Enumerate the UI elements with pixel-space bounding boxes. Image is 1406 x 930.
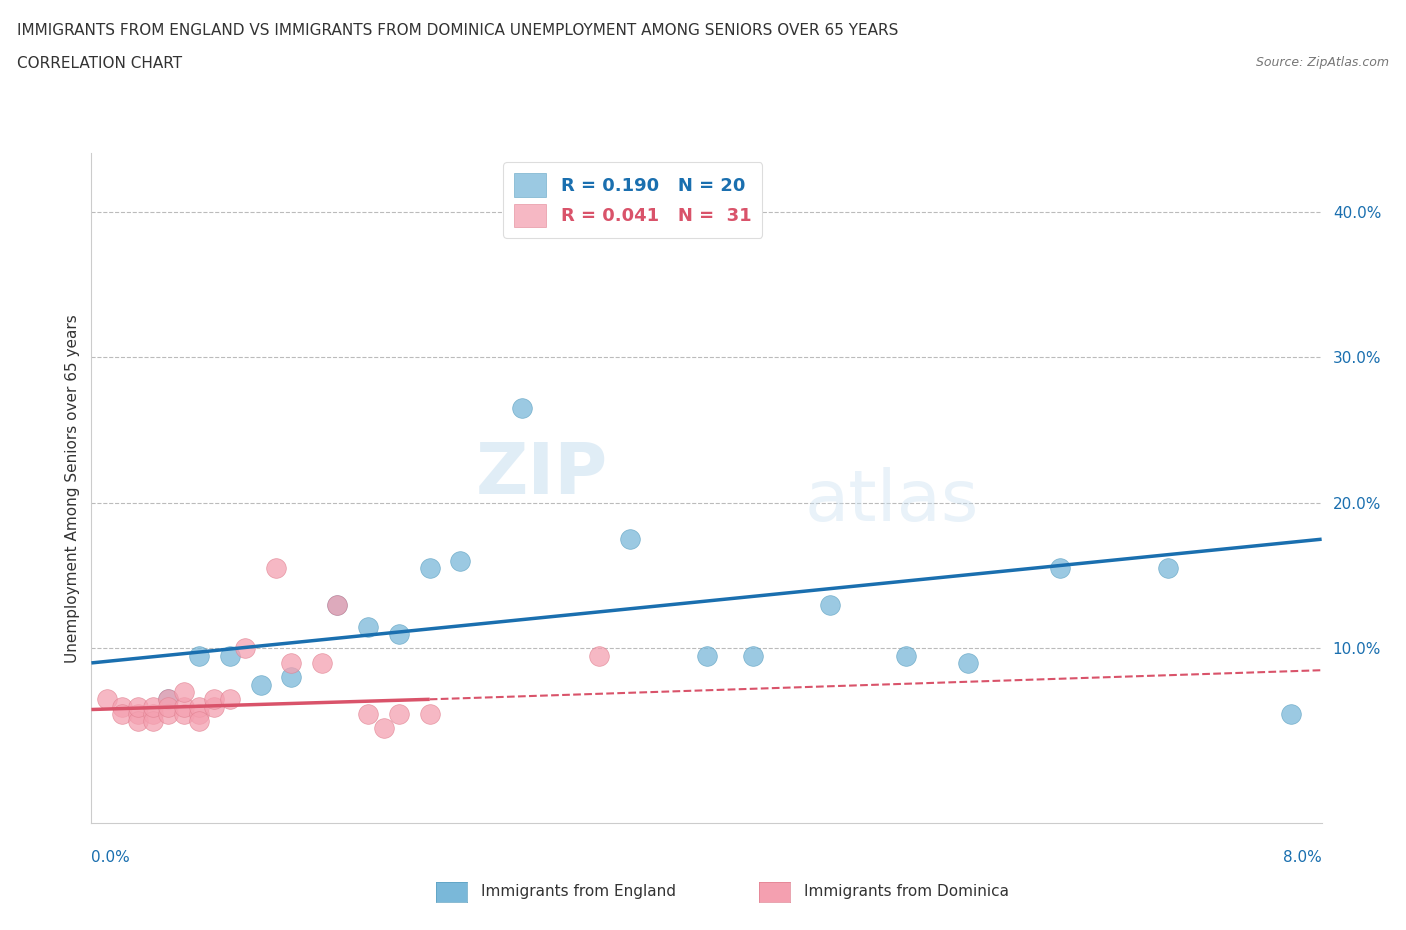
- Text: ZIP: ZIP: [475, 441, 607, 510]
- Point: [96, 692, 118, 707]
- Text: atlas: atlas: [804, 467, 980, 536]
- Text: 0.0%: 0.0%: [91, 850, 131, 865]
- Point: [188, 707, 211, 722]
- Point: [142, 707, 165, 722]
- Point: [173, 707, 195, 722]
- Point: [264, 561, 287, 576]
- Point: [202, 692, 225, 707]
- Point: [233, 641, 256, 656]
- Text: IMMIGRANTS FROM ENGLAND VS IMMIGRANTS FROM DOMINICA UNEMPLOYMENT AMONG SENIORS O: IMMIGRANTS FROM ENGLAND VS IMMIGRANTS FR…: [17, 23, 898, 38]
- Point: [188, 699, 211, 714]
- Point: [373, 721, 395, 736]
- Y-axis label: Unemployment Among Seniors over 65 years: Unemployment Among Seniors over 65 years: [65, 314, 80, 663]
- Text: Immigrants from England: Immigrants from England: [481, 884, 676, 899]
- Point: [249, 677, 271, 692]
- Point: [127, 707, 149, 722]
- Point: [449, 553, 471, 568]
- Point: [218, 692, 240, 707]
- Point: [157, 692, 180, 707]
- Point: [188, 713, 211, 728]
- Point: [619, 532, 641, 547]
- Point: [173, 699, 195, 714]
- Point: [588, 648, 610, 663]
- Point: [695, 648, 717, 663]
- Point: [357, 619, 380, 634]
- Point: [142, 699, 165, 714]
- Point: [188, 648, 211, 663]
- Point: [388, 627, 411, 642]
- Text: Immigrants from Dominica: Immigrants from Dominica: [804, 884, 1010, 899]
- Point: [311, 656, 333, 671]
- Point: [218, 648, 240, 663]
- Point: [127, 713, 149, 728]
- Point: [157, 707, 180, 722]
- Point: [818, 597, 841, 612]
- Point: [202, 699, 225, 714]
- Point: [326, 597, 349, 612]
- Point: [1049, 561, 1071, 576]
- Point: [142, 713, 165, 728]
- Point: [357, 707, 380, 722]
- Point: [280, 670, 302, 684]
- Point: [419, 707, 441, 722]
- Point: [741, 648, 763, 663]
- Point: [111, 707, 134, 722]
- Point: [157, 699, 180, 714]
- Point: [111, 699, 134, 714]
- Point: [127, 699, 149, 714]
- Point: [280, 656, 302, 671]
- Point: [326, 597, 349, 612]
- Point: [173, 684, 195, 699]
- Point: [510, 401, 533, 416]
- Point: [1157, 561, 1180, 576]
- Legend: R = 0.190   N = 20, R = 0.041   N =  31: R = 0.190 N = 20, R = 0.041 N = 31: [503, 163, 762, 238]
- Text: 8.0%: 8.0%: [1282, 850, 1322, 865]
- Point: [956, 656, 979, 671]
- Point: [388, 707, 411, 722]
- Point: [419, 561, 441, 576]
- Point: [896, 648, 918, 663]
- Point: [1279, 707, 1302, 722]
- Text: CORRELATION CHART: CORRELATION CHART: [17, 56, 181, 71]
- Text: Source: ZipAtlas.com: Source: ZipAtlas.com: [1256, 56, 1389, 69]
- Point: [157, 692, 180, 707]
